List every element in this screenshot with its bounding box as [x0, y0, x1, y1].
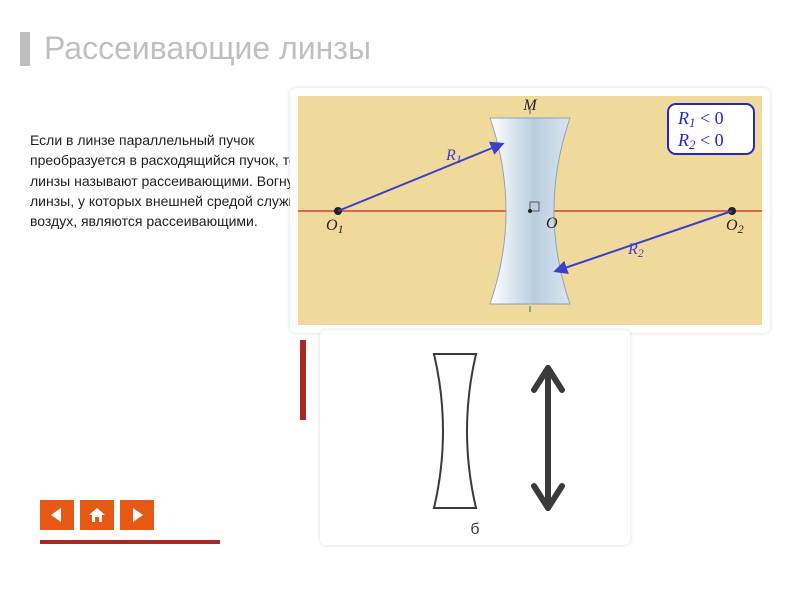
home-icon — [87, 506, 107, 524]
lens-radii-diagram: M O O1 O2 R1 R2 R1 < 0 R2 < 0 — [290, 88, 770, 333]
nav-home-button[interactable] — [80, 500, 114, 530]
triangle-right-icon — [128, 506, 146, 524]
title-bar-decoration — [20, 32, 30, 66]
svg-text:O: O — [546, 215, 558, 232]
lens-symbol-diagram: б — [320, 330, 630, 545]
horizontal-accent-line — [40, 540, 220, 544]
nav-buttons — [40, 500, 154, 530]
svg-text:R2 < 0: R2 < 0 — [677, 130, 724, 152]
slide-body-text: Если в линзе параллельный пучок преобраз… — [30, 130, 330, 231]
slide-title-block: Рассеивающие линзы — [20, 30, 371, 67]
vertical-accent-line — [300, 340, 306, 420]
nav-prev-button[interactable] — [40, 500, 74, 530]
slide-title: Рассеивающие линзы — [44, 30, 371, 67]
svg-text:M: M — [522, 97, 538, 114]
diagram2-caption: б — [470, 521, 479, 538]
svg-text:R1 < 0: R1 < 0 — [677, 108, 724, 130]
nav-next-button[interactable] — [120, 500, 154, 530]
triangle-left-icon — [48, 506, 66, 524]
